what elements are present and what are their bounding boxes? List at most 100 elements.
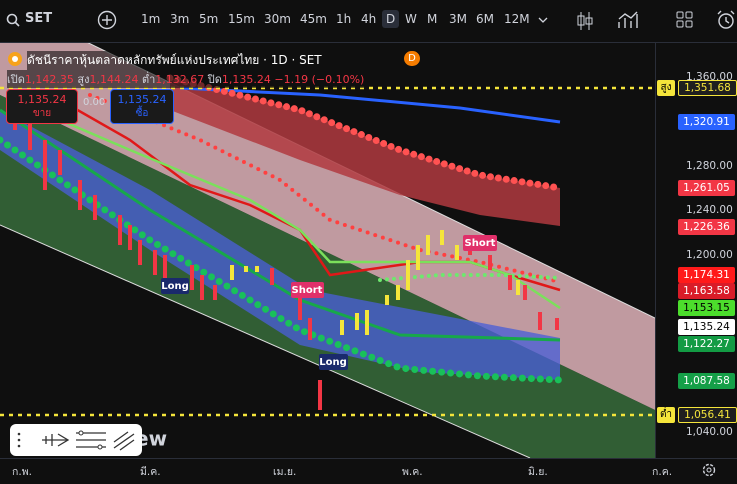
interval[interactable]: 4h (361, 12, 377, 26)
candle (153, 250, 157, 275)
interval[interactable]: 6M (476, 12, 494, 26)
candle (523, 285, 527, 300)
tag-caption: สูง (657, 80, 675, 96)
interval-menu[interactable] (538, 16, 548, 24)
candle (255, 266, 259, 272)
add-symbol[interactable] (97, 10, 117, 30)
ohlc-change: −1.19 (−0.10%) (274, 73, 365, 86)
sell-label: ขาย (32, 108, 52, 119)
candle (426, 235, 430, 255)
price-label: 1,280.00 (686, 160, 733, 172)
candle (200, 275, 204, 300)
interval-active[interactable]: D (382, 10, 400, 28)
alarm[interactable] (716, 10, 736, 30)
signal-label: Long (161, 281, 189, 292)
price-label: 1,200.00 (686, 249, 733, 261)
time-label: ก.พ. (12, 466, 32, 478)
interval[interactable]: 30m (264, 12, 291, 26)
signal-box (161, 278, 189, 294)
candle (118, 215, 122, 245)
tag-caption: ต่ำ (657, 407, 675, 423)
drawing-icons[interactable] (10, 424, 142, 456)
interval[interactable]: 3M (449, 12, 467, 26)
signal-label: Short (292, 285, 323, 296)
candle (230, 265, 234, 280)
session-badge: D (404, 51, 420, 66)
red-band (170, 78, 560, 226)
ohlc-label: สูง (77, 73, 90, 86)
buy-price: 1,135.24 (117, 93, 167, 106)
candle (416, 245, 420, 270)
price-label: 1,240.00 (686, 204, 733, 216)
symbol[interactable]: SET (25, 11, 53, 26)
interval[interactable]: 1m (141, 12, 161, 26)
buy-button[interactable]: 1,135.24 ซื้อ (110, 89, 174, 124)
candle (555, 318, 559, 330)
chart-type[interactable] (576, 11, 594, 31)
buy-label: ซื้อ (135, 108, 149, 119)
price-tag: 1,226.36 (678, 219, 735, 235)
signal-box (463, 235, 497, 251)
ohlc-label: ต่ำ (141, 73, 156, 86)
settings-icon[interactable] (702, 463, 716, 477)
candle (516, 280, 520, 295)
indicators[interactable] (617, 10, 639, 30)
layouts[interactable] (676, 11, 694, 29)
search-icon (6, 13, 20, 27)
candle (355, 313, 359, 330)
signal-label: Short (465, 238, 496, 249)
candle (43, 140, 47, 190)
price-tag: 1,056.41 (678, 407, 737, 423)
channel-upper (0, 43, 655, 410)
spread: 0.00 (83, 97, 106, 108)
time-label: พ.ค. (402, 466, 423, 478)
interval[interactable]: 5m (199, 12, 219, 26)
candle (28, 120, 32, 150)
interval[interactable]: 1h (336, 12, 352, 26)
legend-title: ดัชนีราคาหุ้นตลาดหลักทรัพย์แห่งประเทศไทย… (27, 51, 322, 70)
interval[interactable]: 3m (170, 12, 190, 26)
signal-label: Long (319, 357, 347, 368)
candle (308, 318, 312, 340)
interval[interactable]: M (427, 12, 438, 26)
candle (488, 255, 492, 270)
price-tag: 1,122.27 (678, 336, 735, 352)
time-label: เม.ย. (273, 466, 297, 478)
interval[interactable]: 45m (300, 12, 327, 26)
candle (163, 255, 167, 280)
price-tag: 1,174.31 (678, 267, 735, 283)
ohlc-value: 1,144.24 (89, 73, 139, 86)
candles (230, 230, 520, 335)
candle (406, 260, 410, 290)
candle (128, 225, 132, 250)
sell-button[interactable]: 1,135.24 ขาย (6, 89, 78, 124)
time-axis (0, 458, 737, 484)
price-label: 1,040.00 (686, 426, 733, 438)
price-tag: 1,163.58 (678, 283, 735, 299)
drawing-toolbar (10, 424, 142, 456)
candle (455, 245, 459, 260)
price-tag: 1,320.91 (678, 114, 735, 130)
candle (78, 180, 82, 210)
ohlc-label: ปิด (207, 73, 222, 86)
ohlc: เปิด1,142.35 สูง1,144.24 ต่ำ1,132.67 ปิด… (7, 70, 365, 88)
interval[interactable]: W (405, 12, 417, 26)
candle (213, 285, 217, 300)
candle (93, 195, 97, 220)
chart-pane: Long Short Short Long ew (0, 43, 655, 458)
interval[interactable]: 15m (228, 12, 255, 26)
price-tag: 1,351.68 (678, 80, 737, 96)
candle (270, 268, 274, 285)
candle (508, 275, 512, 290)
candle (365, 310, 369, 335)
ohlc-value: 1,142.35 (24, 73, 74, 86)
dotted-upper (166, 74, 564, 192)
interval[interactable]: 12M (504, 12, 530, 26)
candle (318, 380, 322, 410)
candle (385, 295, 389, 305)
ohlc-value: 1,135.24 (221, 73, 271, 86)
price-tag: 1,261.05 (678, 180, 735, 196)
dotted-green (378, 273, 562, 282)
candle (396, 285, 400, 300)
